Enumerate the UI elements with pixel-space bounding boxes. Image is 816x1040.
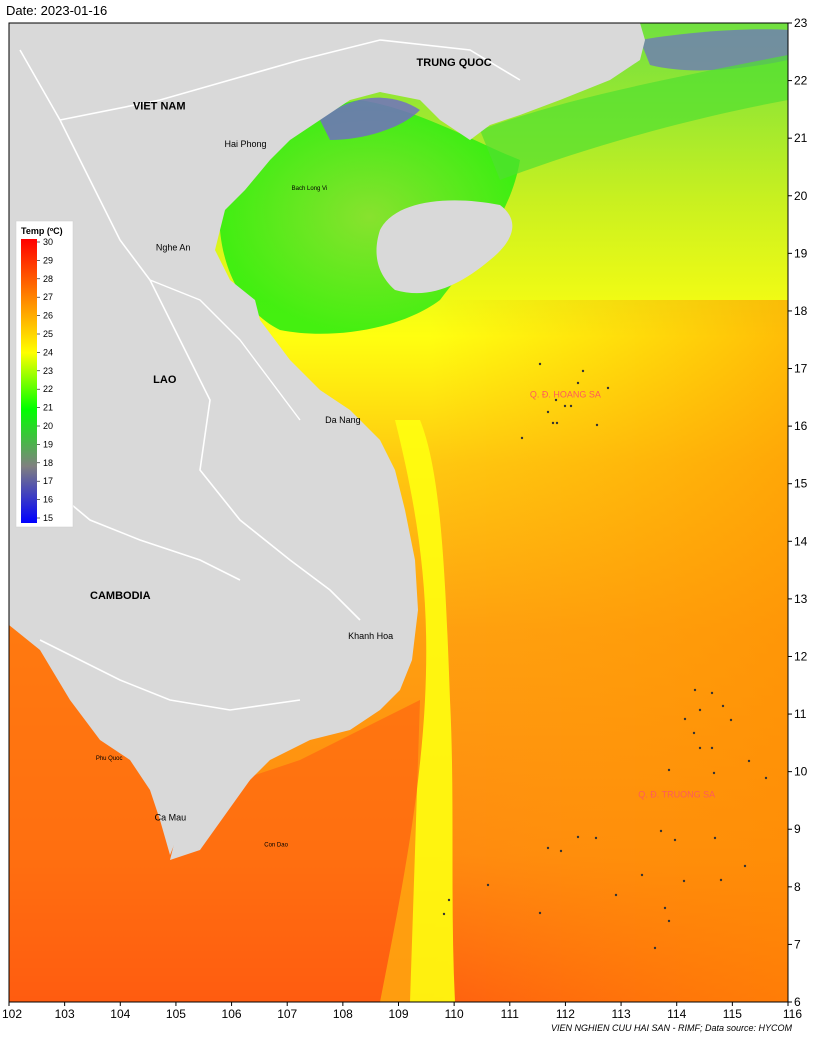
- y-tick-label: 14: [794, 534, 808, 548]
- legend-ticks: 30 29 28 27 26 25 24 23 22 21 20 19 18 17 16 15: [37, 237, 53, 523]
- y-tick-label: 11: [794, 707, 807, 721]
- y-tick-label: 16: [794, 419, 808, 433]
- y-tick-label: 23: [794, 16, 808, 30]
- y-tick-label: 12: [794, 649, 808, 663]
- place-labels: Hai Phong Nghe An Da Nang Khanh Hoa Ca Mau Ba…: [96, 139, 393, 849]
- legend-title: Temp (ºC): [21, 226, 63, 236]
- cold-pool-north: [320, 97, 420, 140]
- legend-tick-label: 25: [43, 329, 53, 339]
- place-label: Da Nang: [325, 415, 361, 425]
- x-tick-label: 107: [277, 1007, 297, 1021]
- legend-tick-label: 27: [43, 292, 53, 302]
- ca-mau-cape: [170, 780, 250, 860]
- legend-tick-label: 20: [43, 421, 53, 431]
- cold-pool-northeast: [640, 29, 788, 71]
- y-axis: 6 7 8 9 10 11 12 13 14 15 16 17 18 19 20 21 22 23: [788, 16, 808, 1009]
- x-tick-label: 112: [556, 1007, 575, 1021]
- y-tick-label: 6: [794, 995, 801, 1009]
- legend-tick-label: 28: [43, 274, 53, 284]
- country-label: LAO: [153, 374, 177, 386]
- legend-tick-label: 18: [43, 458, 53, 468]
- country-labels: TRUNG QUOC VIET NAM LAO CAMBODIA: [90, 57, 492, 602]
- border-line: [59, 39, 521, 121]
- x-axis: 102 103 104 105 106 107 108 109 110 111 112 113 114 1…: [2, 1002, 802, 1021]
- y-tick-label: 10: [794, 765, 808, 779]
- legend-tick-label: 23: [43, 366, 53, 376]
- coastal-plume: [380, 420, 455, 1002]
- paracel-islands: [520, 362, 610, 440]
- spratly-islands: [442, 688, 768, 950]
- legend-tick-label: 30: [43, 237, 53, 247]
- x-tick-label: 109: [388, 1007, 408, 1021]
- legend-tick-label: 21: [43, 403, 53, 413]
- y-tick-label: 13: [794, 592, 808, 606]
- place-label: Con Dao: [264, 843, 288, 849]
- place-label: Ca Mau: [155, 813, 187, 823]
- coastal-china-field: [480, 55, 788, 180]
- x-tick-label: 116: [783, 1007, 802, 1021]
- place-label: Hai Phong: [224, 139, 266, 149]
- y-tick-label: 15: [794, 477, 808, 491]
- border-line: [19, 49, 361, 621]
- x-tick-label: 115: [723, 1007, 742, 1021]
- mainland-land: [9, 23, 645, 855]
- x-tick-label: 113: [612, 1007, 631, 1021]
- y-tick-label: 7: [794, 937, 801, 951]
- place-label: Nghe An: [156, 242, 191, 252]
- archipelago-label: Q. Đ. TRUONG SA: [638, 790, 715, 800]
- y-tick-label: 20: [794, 189, 808, 203]
- legend-tick-label: 19: [43, 439, 53, 449]
- legend-tick-label: 16: [43, 495, 53, 505]
- data-credit: VIEN NGHIEN CUU HAI SAN - RIMF; Data sou…: [550, 1023, 792, 1033]
- warm-east-field: [430, 300, 788, 1002]
- x-tick-label: 106: [222, 1007, 242, 1021]
- place-label: Phu Quoc: [96, 756, 123, 762]
- temperature-legend: Temp (ºC) 30 29 28 27 26 25 24 23 22 21 20 19 18 17 16…: [15, 220, 74, 528]
- x-tick-label: 108: [333, 1007, 353, 1021]
- legend-tick-label: 17: [43, 476, 53, 486]
- y-tick-label: 17: [794, 362, 808, 376]
- x-tick-label: 102: [2, 1007, 22, 1021]
- x-tick-label: 114: [667, 1007, 686, 1021]
- border-line: [39, 639, 301, 711]
- legend-tick-label: 26: [43, 311, 53, 321]
- x-tick-label: 105: [166, 1007, 186, 1021]
- x-tick-label: 111: [501, 1007, 520, 1021]
- archipelago-labels: Q. Đ. HOANG SA Q. Đ. TRUONG SA: [530, 389, 715, 799]
- hainan-island: [376, 200, 513, 294]
- country-label: VIET NAM: [133, 100, 186, 112]
- y-tick-label: 22: [794, 74, 808, 88]
- y-tick-label: 18: [794, 304, 808, 318]
- x-tick-label: 103: [55, 1007, 75, 1021]
- place-label: Bach Long Vi: [292, 186, 328, 192]
- x-tick-label: 104: [110, 1007, 130, 1021]
- legend-tick-label: 29: [43, 255, 53, 265]
- legend-tick-label: 15: [43, 513, 53, 523]
- place-label: Khanh Hoa: [348, 631, 393, 641]
- legend-colorbar: [21, 239, 37, 523]
- border-line: [149, 279, 301, 421]
- y-tick-label: 8: [794, 880, 801, 894]
- y-tick-label: 21: [794, 131, 808, 145]
- legend-tick-label: 24: [43, 347, 53, 357]
- country-label: CAMBODIA: [90, 590, 151, 602]
- date-label: Date: 2023-01-16: [6, 3, 108, 18]
- x-tick-label: 110: [445, 1007, 464, 1021]
- plot-area: [9, 23, 788, 1002]
- y-tick-label: 19: [794, 246, 808, 260]
- y-tick-label: 9: [794, 822, 801, 836]
- archipelago-label: Q. Đ. HOANG SA: [530, 389, 601, 399]
- legend-tick-label: 22: [43, 384, 53, 394]
- country-label: TRUNG QUOC: [417, 57, 492, 69]
